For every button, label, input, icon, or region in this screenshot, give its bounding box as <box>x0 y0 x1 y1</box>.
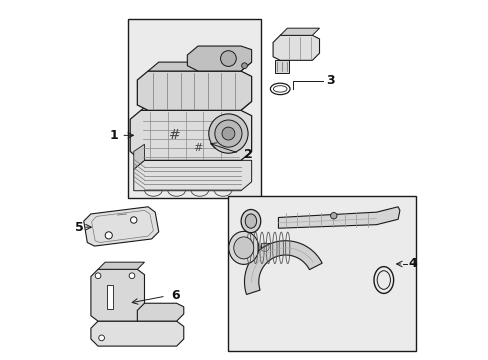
Ellipse shape <box>228 231 258 264</box>
Polygon shape <box>98 262 144 269</box>
Polygon shape <box>148 62 251 71</box>
Polygon shape <box>137 71 251 111</box>
Text: #: # <box>169 129 181 142</box>
Polygon shape <box>244 241 322 294</box>
Bar <box>107 285 113 309</box>
Text: 6: 6 <box>171 288 180 302</box>
FancyBboxPatch shape <box>228 196 415 351</box>
Circle shape <box>208 114 247 153</box>
Polygon shape <box>134 160 251 191</box>
Polygon shape <box>134 144 144 169</box>
Polygon shape <box>137 303 183 321</box>
Circle shape <box>130 217 137 223</box>
Text: 4: 4 <box>408 257 417 270</box>
Ellipse shape <box>233 237 253 259</box>
Text: #: # <box>193 143 203 153</box>
FancyBboxPatch shape <box>128 19 260 198</box>
Ellipse shape <box>241 210 260 233</box>
Polygon shape <box>91 269 144 321</box>
Polygon shape <box>274 60 288 73</box>
Text: 1: 1 <box>109 129 118 142</box>
Polygon shape <box>83 207 159 246</box>
Polygon shape <box>272 35 319 60</box>
Text: 2: 2 <box>244 148 253 162</box>
Polygon shape <box>141 102 251 111</box>
Circle shape <box>99 335 104 341</box>
Circle shape <box>241 63 247 68</box>
Circle shape <box>222 127 234 140</box>
Polygon shape <box>280 28 319 35</box>
Polygon shape <box>260 243 268 252</box>
Circle shape <box>214 120 242 147</box>
Circle shape <box>105 232 112 239</box>
Ellipse shape <box>244 214 256 228</box>
Circle shape <box>220 51 236 66</box>
Polygon shape <box>130 111 251 160</box>
Circle shape <box>129 273 135 279</box>
Text: 5: 5 <box>75 221 83 234</box>
Text: 3: 3 <box>326 74 335 87</box>
Polygon shape <box>144 152 251 160</box>
Polygon shape <box>91 321 183 346</box>
Polygon shape <box>187 46 251 71</box>
Circle shape <box>330 212 336 219</box>
Polygon shape <box>278 207 399 228</box>
Circle shape <box>95 273 101 279</box>
